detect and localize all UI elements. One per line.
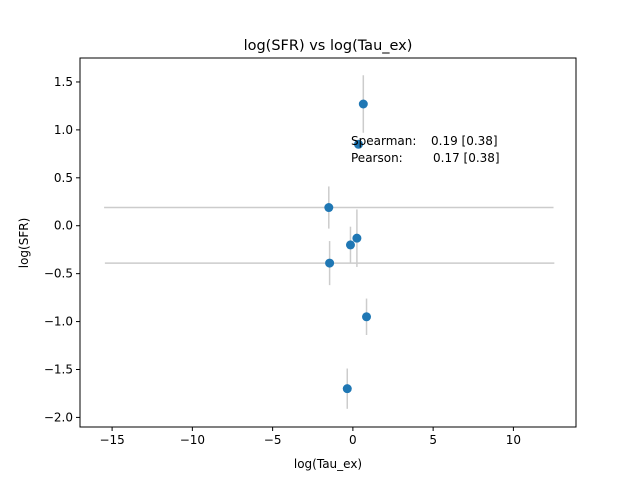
data-point-7 (342, 384, 352, 394)
pearson-label: Pearson: (351, 151, 403, 165)
y-tick-label-1: −1.5 (44, 362, 73, 376)
data-point-3 (352, 233, 362, 243)
data-point-0 (358, 99, 368, 109)
data-point-5 (325, 258, 335, 268)
y-tick-label-5: 0.5 (54, 171, 73, 185)
x-axis-label: log(Tau_ex) (294, 457, 362, 471)
y-tick-label-2: −1.0 (44, 315, 73, 329)
y-axis-label: log(SFR) (17, 218, 31, 269)
x-tick-label-1: −10 (180, 433, 205, 447)
y-tick-label-3: −0.5 (44, 267, 73, 281)
points-layer (324, 99, 372, 394)
y-tick-label-4: 0.0 (54, 219, 73, 233)
chart-title: log(SFR) vs log(Tau_ex) (244, 38, 413, 54)
data-point-1 (353, 139, 363, 149)
x-tick-label-4: 5 (429, 433, 437, 447)
x-tick-label-0: −15 (99, 433, 124, 447)
spearman-label: Spearman: (351, 134, 416, 148)
x-tick-label-3: 0 (349, 433, 357, 447)
x-axis-ticks: −15 −10 −5 0 5 10 (99, 427, 521, 447)
data-point-4 (345, 240, 355, 250)
y-axis-ticks: −2.0 −1.5 −1.0 −0.5 0.0 0.5 1.0 1.5 (44, 75, 80, 424)
y-tick-label-6: 1.0 (54, 123, 73, 137)
correlation-annotation: Spearman: 0.19 [0.38] Pearson: 0.17 [0.3… (351, 134, 500, 165)
y-tick-label-7: 1.5 (54, 75, 73, 89)
pearson-value: 0.17 [0.38] (433, 151, 500, 165)
plot-frame (79, 57, 577, 428)
spearman-value: 0.19 [0.38] (431, 134, 498, 148)
data-point-2 (324, 203, 334, 213)
x-tick-label-2: −5 (264, 433, 282, 447)
y-tick-label-0: −2.0 (44, 410, 73, 424)
x-tick-label-5: 10 (506, 433, 521, 447)
data-point-6 (362, 312, 372, 322)
